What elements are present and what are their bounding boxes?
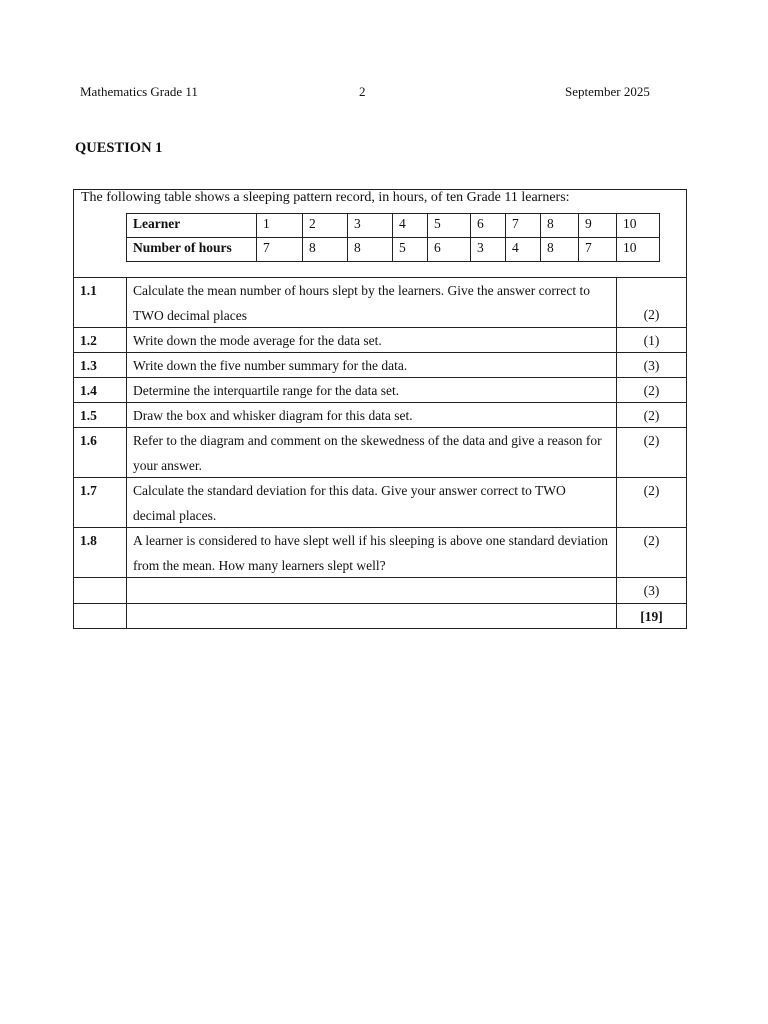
total-marks: [19] bbox=[640, 609, 663, 624]
question-text: A learner is considered to have slept we… bbox=[127, 528, 617, 577]
learner-cell: 3 bbox=[347, 213, 393, 238]
question-row: 1.5 Draw the box and whisker diagram for … bbox=[74, 403, 686, 428]
hours-cell: 10 bbox=[616, 237, 660, 262]
question-number: 1.7 bbox=[74, 478, 127, 527]
question-text bbox=[127, 578, 617, 603]
learner-cell: 1 bbox=[256, 213, 303, 238]
question-marks: (2) bbox=[643, 483, 660, 498]
learner-cell: 5 bbox=[427, 213, 471, 238]
question-row: 1.3 Write down the five number summary fo… bbox=[74, 353, 686, 378]
question-number: 1.3 bbox=[74, 353, 127, 377]
header-subject: Mathematics Grade 11 bbox=[80, 84, 198, 99]
total-num-cell bbox=[74, 604, 127, 628]
question-marks: (2) bbox=[643, 408, 660, 423]
question-title: QUESTION 1 bbox=[75, 140, 163, 156]
learner-row: Learner 1 2 3 4 5 6 7 8 9 10 bbox=[126, 213, 660, 238]
question-marks: (2) bbox=[643, 383, 660, 398]
hours-cell: 8 bbox=[540, 237, 579, 262]
question-text: Write down the mode average for the data… bbox=[127, 328, 617, 352]
question-text: Draw the box and whisker diagram for thi… bbox=[127, 403, 617, 427]
question-marks: (2) bbox=[643, 433, 660, 448]
learner-cell: 2 bbox=[302, 213, 348, 238]
question-text: Calculate the mean number of hours slept… bbox=[127, 278, 617, 327]
question-number: 1.2 bbox=[74, 328, 127, 352]
question-marks: (2) bbox=[643, 533, 660, 548]
learner-cell: 4 bbox=[392, 213, 428, 238]
question-row: 1.4 Determine the interquartile range for… bbox=[74, 378, 686, 403]
question-marks: (3) bbox=[643, 583, 660, 598]
question-number bbox=[74, 578, 127, 603]
total-row: [19] bbox=[74, 603, 686, 628]
question-text: Calculate the standard deviation for thi… bbox=[127, 478, 617, 527]
hours-cell: 3 bbox=[470, 237, 506, 262]
hours-cell: 6 bbox=[427, 237, 471, 262]
hours-row: Number of hours 7 8 8 5 6 3 4 8 7 10 bbox=[126, 237, 660, 262]
question-row: (3) bbox=[74, 578, 686, 603]
header-date: September 2025 bbox=[565, 84, 650, 99]
hours-cell: 8 bbox=[347, 237, 393, 262]
question-number: 1.5 bbox=[74, 403, 127, 427]
intro-text: The following table shows a sleeping pat… bbox=[81, 190, 570, 205]
question-row: 1.1 Calculate the mean number of hours sl… bbox=[74, 278, 686, 328]
question-number: 1.8 bbox=[74, 528, 127, 577]
question-marks: (1) bbox=[643, 333, 660, 348]
hours-cell: 7 bbox=[256, 237, 303, 262]
learner-cell: 10 bbox=[616, 213, 660, 238]
question-row: 1.6 Refer to the diagram and comment on t… bbox=[74, 428, 686, 478]
question-text: Write down the five number summary for t… bbox=[127, 353, 617, 377]
question-row: 1.2 Write down the mode average for the d… bbox=[74, 328, 686, 353]
intro-row: The following table shows a sleeping pat… bbox=[74, 190, 686, 278]
question-number: 1.4 bbox=[74, 378, 127, 402]
question-text: Determine the interquartile range for th… bbox=[127, 378, 617, 402]
hours-cell: 4 bbox=[505, 237, 541, 262]
question-marks: (3) bbox=[643, 358, 660, 373]
row-header-hours: Number of hours bbox=[126, 237, 257, 262]
total-text-cell bbox=[127, 604, 617, 628]
question-row: 1.7 Calculate the standard deviation for … bbox=[74, 478, 686, 528]
question-text: Refer to the diagram and comment on the … bbox=[127, 428, 617, 477]
learner-cell: 7 bbox=[505, 213, 541, 238]
question-number: 1.1 bbox=[74, 278, 127, 327]
header-page-number: 2 bbox=[359, 84, 366, 99]
learner-cell: 6 bbox=[470, 213, 506, 238]
question-table: The following table shows a sleeping pat… bbox=[73, 189, 687, 629]
question-marks: (2) bbox=[643, 307, 660, 322]
row-header-learner: Learner bbox=[126, 213, 257, 238]
hours-cell: 5 bbox=[392, 237, 428, 262]
hours-cell: 8 bbox=[302, 237, 348, 262]
learner-cell: 9 bbox=[578, 213, 617, 238]
question-number: 1.6 bbox=[74, 428, 127, 477]
hours-cell: 7 bbox=[578, 237, 617, 262]
question-row: 1.8 A learner is considered to have slept… bbox=[74, 528, 686, 578]
learner-cell: 8 bbox=[540, 213, 579, 238]
